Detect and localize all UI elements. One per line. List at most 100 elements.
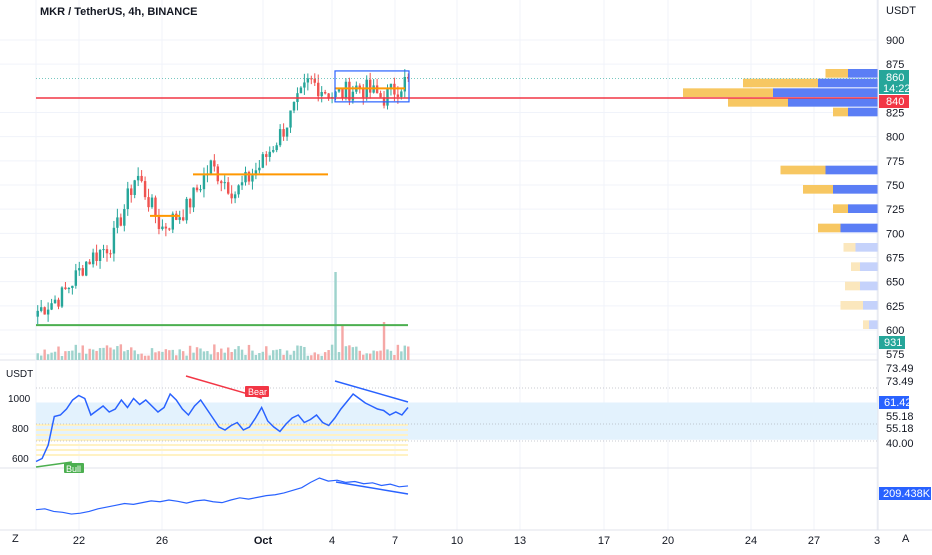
candle-body-74 [292,102,296,111]
time-tick-24: 24 [745,535,757,547]
volume-bars [36,272,410,360]
candle-body-68 [272,150,275,152]
profile-sell-665 [851,262,860,271]
candle-body-36 [161,226,164,230]
volume-bar-21 [109,347,112,360]
price-tick-875: 875 [886,59,904,71]
candle-body-46 [195,187,199,191]
volume-bar-36 [161,351,164,360]
osc-label-3: 55.18 [886,411,914,423]
price-tick-700: 700 [886,228,904,240]
osc-tick-800: 800 [12,424,29,435]
oscillator-axis: 73.49 73.49 61.42 55.18 55.18 40.00 [879,363,914,450]
price-tick-775: 775 [886,156,904,168]
candle-body-39 [171,213,174,230]
candle-body-72 [285,127,289,137]
candle-body-84 [327,93,330,99]
volume-bar-30 [140,353,143,360]
volume-bar-62 [251,350,254,360]
volume-bar-3 [46,354,50,360]
candle-body-64 [258,167,261,171]
candle-body-24 [119,217,123,226]
auto-scale-left-button[interactable]: Z [12,533,19,545]
volume-bar-18 [98,348,102,360]
candle-body-41 [178,217,181,220]
candle-body-34 [154,197,157,217]
osc-label-2: 73.49 [886,376,914,388]
candle-body-23 [116,217,119,228]
volume-bar-80 [313,352,316,360]
candle-body-27 [130,188,133,195]
volume-bar-52 [216,352,220,360]
profile-sell-845 [683,88,773,97]
profile-sell-625 [840,301,863,310]
volume-bar-10 [71,350,74,360]
volume-bar-8 [64,351,67,360]
candle-body-90 [348,81,351,101]
volume-bar-50 [209,354,213,360]
profile-buy-665 [860,262,878,271]
volume-bar-22 [112,349,116,360]
volume-bar-4 [50,352,53,360]
volume-bar-45 [192,352,195,360]
candle-body-66 [265,154,268,157]
volume-bar-37 [164,349,168,360]
volume-bar-2 [43,349,46,360]
volume-bar-91 [351,347,355,360]
volume-bar-106 [403,345,407,360]
volume-profile [683,69,878,329]
profile-sell-865 [825,69,848,78]
red-line-price-value: 840 [886,96,904,108]
volume-bar-73 [289,354,292,360]
time-tick-13: 13 [514,535,526,547]
volume-bar-35 [157,351,161,360]
candle-body-94 [362,88,365,98]
volume-bar-7 [60,355,64,360]
oscillator-pane[interactable] [35,375,878,468]
obv-pane[interactable] [35,477,409,515]
volume-bar-82 [320,355,323,360]
time-tick-22: 22 [73,535,85,547]
candle-body-13 [81,268,84,276]
profile-sell-745 [803,185,833,194]
volume-bar-97 [372,350,375,360]
candle-body-35 [157,216,161,230]
drawings [36,70,878,327]
candle-body-88 [341,89,344,98]
candle-body-89 [344,81,348,98]
candle-body-16 [91,252,95,265]
auto-scale-right-button[interactable]: A [902,533,910,545]
candle-body-87 [337,89,341,92]
profile-buy-845 [773,88,878,97]
volume-value-label: 931 [879,336,905,349]
osc-label-1: 73.49 [886,363,914,375]
volume-bar-60 [244,354,247,360]
volume-bar-104 [396,344,400,360]
candle-body-102 [389,83,393,89]
volume-bar-28 [133,350,136,360]
profile-sell-645 [845,281,860,291]
candle-body-12 [78,268,81,271]
volume-bar-102 [389,350,393,360]
profile-buy-835 [788,98,878,107]
volume-bar-66 [265,346,268,360]
candle-body-30 [140,175,143,182]
obv-axis: 209.438K [879,487,931,500]
volume-bar-49 [206,351,209,360]
bear-tag-label: Bear [248,387,267,397]
volume-bar-85 [330,344,334,360]
candle-body-8 [64,287,67,290]
volume-bar-58 [237,346,240,360]
volume-bar-75 [296,345,299,360]
volume-bar-67 [268,355,271,360]
volume-bar-16 [91,349,95,360]
volume-bar-12 [78,352,81,360]
price-axis[interactable]: USDT 900 875 825 800 775 750 725 700 675 650 625 60… [877,0,931,530]
volume-bar-96 [368,353,372,360]
candle-body-31 [143,181,147,198]
volume-bar-46 [195,347,199,360]
time-axis[interactable]: 22 26 Oct 4 7 10 13 17 20 24 27 3 Z A [0,529,932,547]
price-pane[interactable] [36,69,878,360]
